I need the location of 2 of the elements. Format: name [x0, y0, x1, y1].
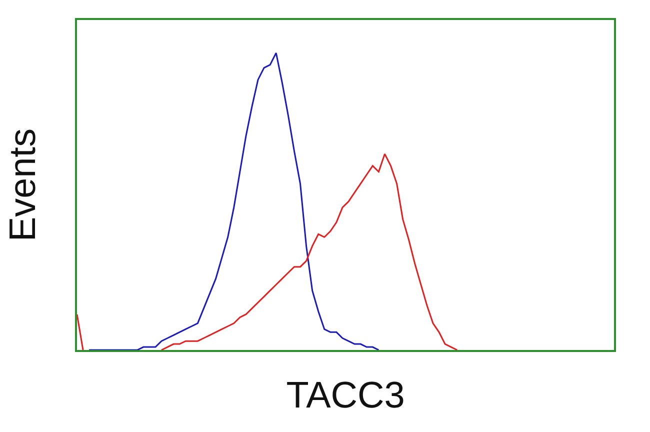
x-axis-title: TACC3: [286, 374, 405, 416]
y-axis-title: Events: [2, 128, 44, 242]
